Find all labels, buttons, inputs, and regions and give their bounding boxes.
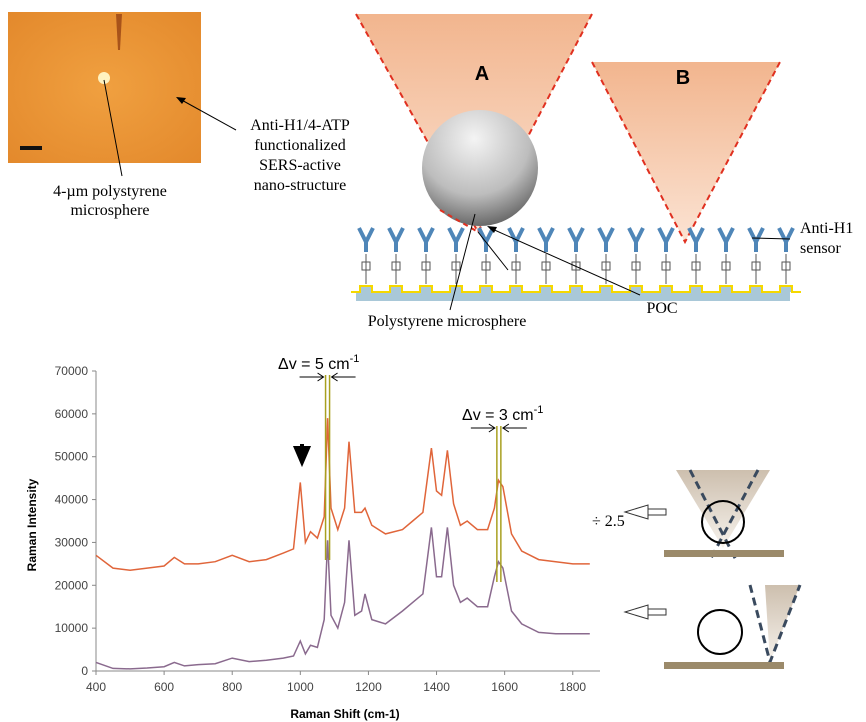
cone	[676, 470, 770, 548]
delta-arrow	[300, 373, 356, 381]
label: functionalized	[254, 137, 346, 154]
x-tick-label: 1400	[423, 680, 450, 694]
spectrum	[96, 418, 590, 570]
linker	[542, 254, 550, 284]
linker	[662, 254, 670, 284]
label: 4-µm polystyrene	[53, 183, 167, 200]
micrograph	[8, 12, 201, 163]
linker	[422, 254, 430, 284]
figure: 4-µm polystyrene microsphere Anti-H1/4-A…	[0, 0, 866, 722]
arrow	[625, 505, 666, 519]
y-tick-label: 20000	[55, 578, 89, 592]
antibody	[539, 228, 553, 252]
annotation-sup: -1	[534, 404, 544, 416]
y-tick-label: 70000	[55, 364, 89, 378]
substrate	[356, 292, 790, 301]
y-tick-label: 50000	[55, 450, 89, 464]
scale-bar	[20, 146, 42, 150]
linker	[722, 254, 730, 284]
antibody	[719, 228, 733, 252]
annotation: ÷ 2.5	[592, 513, 625, 530]
label: Anti-H1/4-ATP	[250, 117, 350, 134]
cone-label: B	[676, 67, 690, 89]
label: Anti-H1	[800, 220, 853, 237]
antibody	[419, 228, 433, 252]
label: sensor	[800, 240, 842, 257]
y-tick-label: 60000	[55, 407, 89, 421]
x-tick-label: 600	[154, 680, 174, 694]
label: microsphere	[70, 202, 149, 219]
arrow	[625, 605, 666, 619]
antibody	[359, 228, 373, 252]
y-tick-label: 30000	[55, 535, 89, 549]
annotation-text: Δv = 5 cm	[278, 356, 350, 373]
y-tick-label: 10000	[55, 621, 89, 635]
x-tick-label: 800	[222, 680, 242, 694]
sensor	[351, 228, 801, 301]
x-tick-label: 1000	[287, 680, 314, 694]
antibody	[689, 228, 703, 252]
y-tick-label: 0	[81, 664, 88, 678]
linker	[512, 254, 520, 284]
cone-b	[592, 62, 780, 242]
y-tick-label: 40000	[55, 493, 89, 507]
x-tick-label: 1200	[355, 680, 382, 694]
microsphere	[698, 610, 742, 654]
label: nano-structure	[254, 177, 346, 194]
spectrum	[96, 527, 590, 669]
linker	[692, 254, 700, 284]
linker	[482, 254, 490, 284]
x-tick-label: 1800	[559, 680, 586, 694]
antibody	[749, 228, 763, 252]
antibody	[599, 228, 613, 252]
annotation-sup: -1	[350, 353, 360, 365]
linker	[572, 254, 580, 284]
linker	[362, 254, 370, 284]
label: POC	[646, 300, 677, 317]
cone-label: A	[475, 63, 489, 85]
label: Polystyrene microsphere	[368, 313, 527, 330]
substrate	[664, 662, 784, 669]
antibody	[659, 228, 673, 252]
annotation: Δv = 3 cm-1	[462, 404, 543, 424]
antibody	[569, 228, 583, 252]
linker	[452, 254, 460, 284]
linker	[632, 254, 640, 284]
linker	[752, 254, 760, 284]
antibody	[779, 228, 793, 252]
annotation-text: Δv = 3 cm	[462, 407, 534, 424]
antibody	[449, 228, 463, 252]
peak-arrow	[296, 444, 308, 462]
linker	[392, 254, 400, 284]
x-tick-label: 400	[86, 680, 106, 694]
microsphere	[422, 110, 538, 226]
antibody	[389, 228, 403, 252]
annotation: Δv = 5 cm-1	[278, 353, 359, 373]
delta-arrow	[471, 424, 527, 432]
antibody	[629, 228, 643, 252]
substrate	[664, 550, 784, 557]
x-tick-label: 1600	[491, 680, 518, 694]
y-axis-label: Raman Intensity	[25, 478, 39, 571]
x-axis-label: Raman Shift (cm-1)	[290, 707, 399, 721]
label: SERS-active	[259, 157, 341, 174]
linker	[782, 254, 790, 284]
